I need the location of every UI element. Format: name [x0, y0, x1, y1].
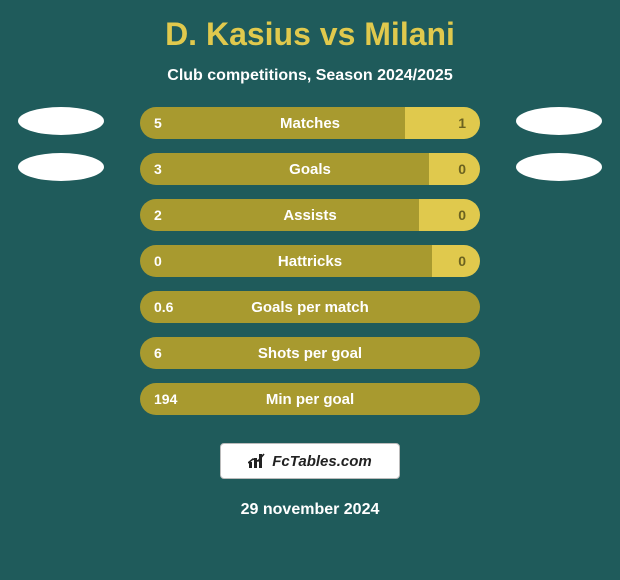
stat-bar-right [405, 107, 480, 139]
player1-name: D. Kasius [165, 16, 311, 52]
stat-bar-left [140, 245, 432, 277]
title-vs: vs [311, 16, 364, 52]
oval-right-1 [516, 107, 602, 135]
stat-bar: Goals per match0.6 [140, 291, 480, 323]
player2-name: Milani [364, 16, 455, 52]
footer-date: 29 november 2024 [241, 501, 380, 519]
oval-left-2 [18, 153, 104, 181]
page-title: D. Kasius vs Milani [165, 16, 455, 53]
stat-bar: Matches51 [140, 107, 480, 139]
oval-right-2 [516, 153, 602, 181]
bars-host: Matches51 Goals30 Assists20 Hattricks00 Goal… [140, 107, 480, 415]
stat-bar-right [432, 245, 480, 277]
infographic-container: D. Kasius vs Milani Club competitions, S… [0, 0, 620, 580]
stat-bar-left [140, 153, 429, 185]
stat-bar: Goals30 [140, 153, 480, 185]
brand-box[interactable]: FcTables.com [220, 443, 400, 479]
brand-name: FcTables.com [272, 453, 371, 470]
stat-bar-left [140, 107, 405, 139]
stat-bar-right [429, 153, 480, 185]
stat-bar-left [140, 383, 480, 415]
stat-bar: Min per goal194 [140, 383, 480, 415]
oval-left-1 [18, 107, 104, 135]
chart-icon [248, 453, 266, 469]
stat-bar-left [140, 337, 480, 369]
stat-bar-left [140, 199, 419, 231]
stat-bar-left [140, 291, 480, 323]
stat-bar: Hattricks00 [140, 245, 480, 277]
subtitle: Club competitions, Season 2024/2025 [167, 67, 452, 85]
stat-bar: Assists20 [140, 199, 480, 231]
bars-wrap: Matches51 Goals30 Assists20 Hattricks00 Goal… [0, 107, 620, 415]
stat-bar-right [419, 199, 480, 231]
stat-bar: Shots per goal6 [140, 337, 480, 369]
